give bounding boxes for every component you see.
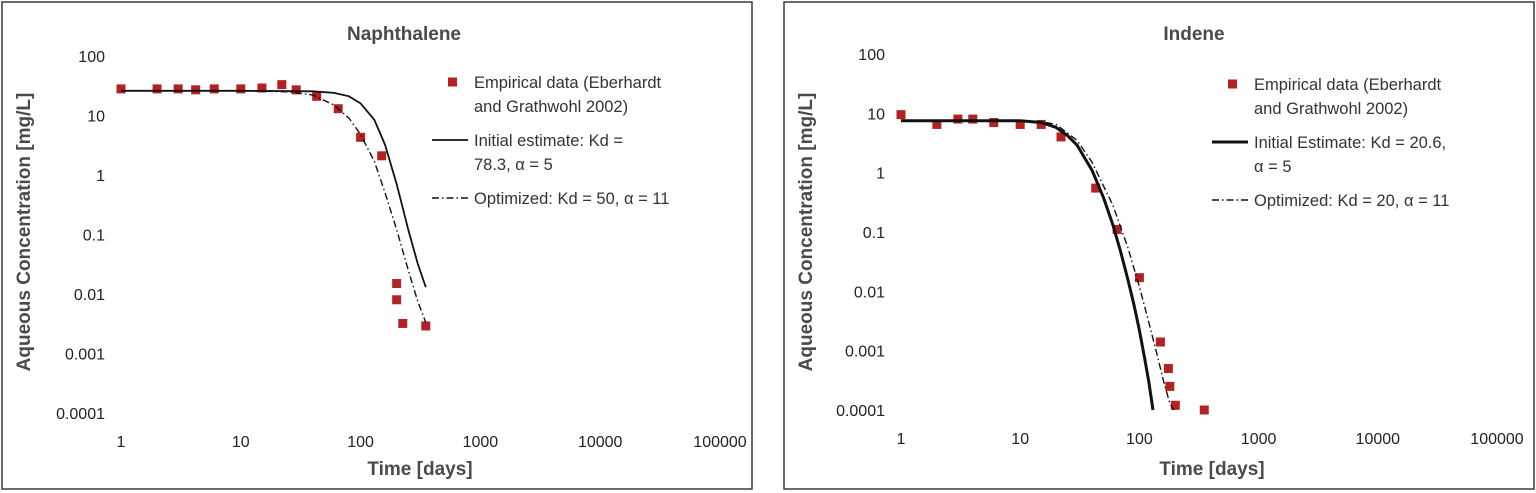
data-point (1091, 183, 1101, 193)
legend-label: Initial estimate: Kd = (474, 132, 623, 150)
legend-label: Empirical data (Eberhardt (1254, 76, 1441, 94)
legend-label: Optimized: Kd = 50, α = 11 (474, 190, 669, 208)
legend-item: Initial Estimate: Kd = 20.6, α = 5 (1212, 134, 1446, 176)
data-point (209, 84, 219, 94)
data-point (421, 321, 431, 331)
x-axis-label: Time [days] (1159, 459, 1264, 480)
y-tick-label: 10 (867, 106, 885, 123)
legend-item: Optimized: Kd = 50, α = 11 (432, 190, 669, 208)
data-point (968, 114, 978, 124)
y-tick-label: 0.001 (65, 347, 105, 364)
data-point (1170, 400, 1180, 410)
legend-label: Initial Estimate: Kd = 20.6, (1254, 134, 1446, 152)
data-point (1112, 225, 1122, 235)
legend-marker (448, 77, 457, 87)
data-point (953, 114, 963, 124)
data-point (191, 85, 201, 95)
y-tick-label: 100 (858, 47, 885, 64)
x-tick-label: 100000 (693, 434, 746, 451)
y-tick-label: 1 (876, 166, 885, 183)
data-point (116, 84, 126, 94)
y-tick-label: 0.0001 (56, 406, 105, 423)
data-point (398, 318, 408, 328)
legend-label: Optimized: Kd = 20, α = 11 (1254, 192, 1449, 210)
x-axis-label: Time [days] (367, 459, 472, 480)
legend-label: Empirical data (Eberhardt (474, 74, 661, 92)
legend-item: Empirical data (Eberhardt and Grathwohl 2… (448, 74, 661, 116)
data-point (152, 84, 162, 94)
legend-marker (1228, 79, 1237, 89)
data-point (356, 132, 366, 142)
x-tick-label: 100 (1126, 431, 1153, 448)
data-point (312, 91, 322, 101)
x-tick-label: 100 (347, 434, 374, 451)
legend: Empirical data (Eberhardt and Grathwohl 2… (432, 74, 669, 208)
data-point (377, 151, 387, 161)
data-point (277, 80, 287, 90)
data-point (1015, 119, 1025, 129)
plot-area: 1 10 100 1000 10000 100000 100 10 1 0.1 0.01 0.001 0… (56, 49, 747, 451)
data-point (236, 84, 246, 94)
x-tick-label: 1000 (463, 434, 499, 451)
y-tick-label: 100 (78, 49, 105, 66)
legend-label: and Grathwohl 2002) (1254, 100, 1408, 118)
chart-frame (783, 1, 1535, 490)
x-tick-label: 1000 (1241, 431, 1277, 448)
x-tick-label: 1 (897, 431, 906, 448)
x-tick-label: 10000 (1356, 431, 1401, 448)
x-tick-label: 10 (232, 434, 250, 451)
plot-area: 1 10 100 1000 10000 100000 100 10 1 0.1 0.01 0.001 0… (836, 47, 1524, 448)
chart-panel-indene: Indene Aqueous Concentration [mg/L] Time… (783, 1, 1535, 490)
initial-estimate-line (901, 119, 1155, 411)
legend-item: Initial estimate: Kd = 78.3, α = 5 (432, 132, 623, 174)
x-tick-label: 1 (117, 434, 126, 451)
data-point (1165, 381, 1175, 391)
chart-title: Naphthalene (347, 24, 461, 45)
data-point (1199, 405, 1209, 415)
data-point (1056, 132, 1066, 142)
x-tick-label: 10 (1011, 431, 1029, 448)
data-point (1163, 364, 1173, 374)
chart-frame (1, 1, 753, 490)
y-tick-label: 0.001 (845, 344, 885, 361)
legend-label: α = 5 (1254, 158, 1292, 176)
optimized-line (901, 119, 1175, 411)
legend-item: Empirical data (Eberhardt and Grathwohl 2… (1228, 76, 1441, 118)
initial-estimate-line (121, 89, 427, 288)
chart-title: Indene (1163, 24, 1224, 45)
empirical-data-series (896, 110, 1209, 415)
chart-panel-naphthalene: Naphthalene Aqueous Concentration [mg/L]… (1, 1, 753, 490)
x-tick-label: 10000 (578, 434, 623, 451)
legend-item: Optimized: Kd = 20, α = 11 (1212, 192, 1449, 210)
y-tick-label: 0.1 (863, 225, 885, 242)
y-axis-label: Aqueous Concentration [mg/L] (796, 93, 817, 372)
data-point (1036, 119, 1046, 129)
data-point (291, 85, 301, 95)
y-axis-label: Aqueous Concentration [mg/L] (14, 93, 35, 372)
y-tick-label: 0.1 (83, 228, 105, 245)
data-point (1155, 337, 1165, 347)
legend: Empirical data (Eberhardt and Grathwohl 2… (1212, 76, 1449, 210)
y-tick-label: 0.0001 (836, 403, 885, 420)
data-point (173, 84, 183, 94)
y-tick-label: 0.01 (74, 287, 105, 304)
data-point (896, 110, 906, 120)
y-tick-label: 10 (87, 109, 105, 126)
data-point (932, 119, 942, 129)
legend-label: and Grathwohl 2002) (474, 98, 628, 116)
y-tick-label: 0.01 (854, 284, 885, 301)
data-point (392, 295, 402, 305)
data-point (1134, 273, 1144, 283)
data-point (989, 118, 999, 128)
legend-label: 78.3, α = 5 (474, 156, 553, 174)
data-point (392, 279, 402, 289)
y-tick-label: 1 (96, 168, 105, 185)
x-tick-label: 100000 (1470, 431, 1523, 448)
data-point (257, 83, 267, 93)
